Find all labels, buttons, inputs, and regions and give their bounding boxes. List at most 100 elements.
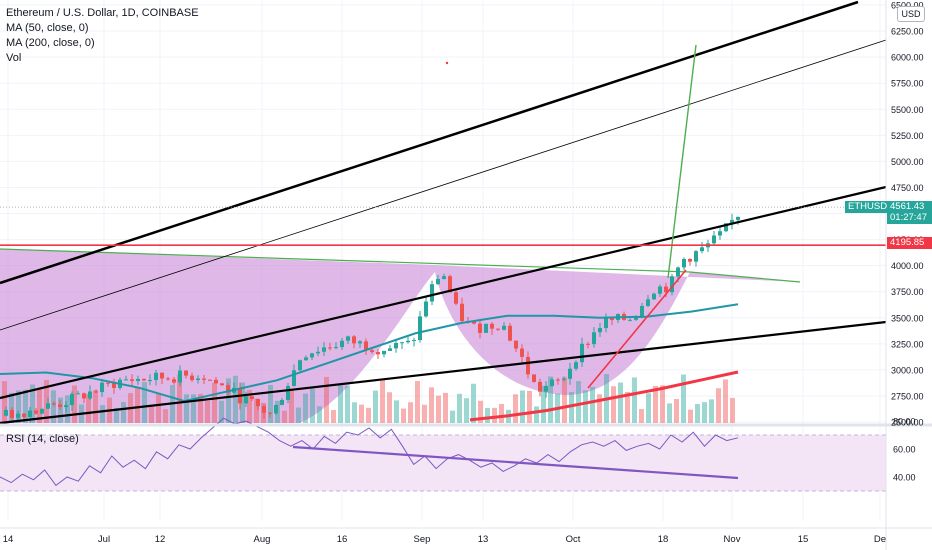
trend-line <box>0 320 887 425</box>
trend-line <box>0 185 887 400</box>
volume-bar <box>709 399 714 423</box>
volume-bar <box>331 410 336 423</box>
candle-body <box>682 258 686 268</box>
candle-body <box>400 342 404 344</box>
volume-bar <box>702 402 707 423</box>
time-tick-label: 13 <box>478 534 489 545</box>
time-tick-label: 12 <box>155 534 166 545</box>
volume-bar <box>569 392 574 423</box>
candle-body <box>574 362 578 369</box>
time-tick-label: 18 <box>658 534 669 545</box>
candle-body <box>196 378 200 381</box>
rsi-tick-label: 40.00 <box>893 473 916 483</box>
volume-bar <box>219 400 224 423</box>
time-tick-label: Nov <box>724 534 741 545</box>
candle-body <box>460 303 464 321</box>
volume-bar <box>121 401 126 423</box>
volume-bar <box>317 406 322 423</box>
candle-body <box>202 378 206 380</box>
volume-bar <box>289 388 294 423</box>
volume-bar <box>457 393 462 423</box>
candle-body <box>76 393 80 395</box>
moving-averages <box>0 303 739 422</box>
candle-body <box>580 343 584 363</box>
volume-bar <box>576 381 581 423</box>
candle-body <box>724 223 728 232</box>
candle-body <box>166 378 170 380</box>
candle-body <box>628 319 632 321</box>
volume-bar <box>590 386 595 423</box>
candle-body <box>172 379 176 383</box>
volume-bar <box>618 382 623 423</box>
candle-body <box>346 336 350 341</box>
candle-body <box>58 404 62 408</box>
candle-body <box>664 286 668 293</box>
time-tick-label: Sep <box>414 534 431 545</box>
candle-body <box>640 305 644 317</box>
currency-button[interactable]: USD <box>897 6 925 22</box>
volume-bar <box>359 404 364 423</box>
candle-body <box>40 408 44 414</box>
candle-body <box>352 336 356 344</box>
volume-bar <box>716 388 721 423</box>
volume-bar <box>646 393 651 423</box>
candle-body <box>568 368 572 379</box>
rsi-trend-line <box>292 445 739 480</box>
time-tick-label: Aug <box>254 534 271 545</box>
candle-body <box>718 231 722 236</box>
volume-bar <box>471 383 476 423</box>
volume-bar <box>93 390 98 423</box>
volume-bar <box>254 398 259 423</box>
volume-bar <box>492 407 497 423</box>
volume-bar <box>387 392 392 423</box>
candle-body <box>484 323 488 333</box>
legend-ma200: MA (200, close, 0) <box>6 37 95 49</box>
ma50-line <box>0 303 739 403</box>
candle-body <box>208 379 212 381</box>
candle-body <box>28 410 32 418</box>
volume-bar <box>345 385 350 423</box>
candle-body <box>586 343 590 345</box>
trend-line <box>667 44 697 279</box>
volume-bar <box>114 407 119 423</box>
candle-body <box>394 343 398 349</box>
price-tick-label: 6500.00 <box>891 1 924 11</box>
volume-bar <box>520 390 525 423</box>
candle-body <box>250 396 254 399</box>
time-tick-label: 14 <box>3 534 14 545</box>
candle-body <box>424 301 428 317</box>
candle-body <box>610 318 614 321</box>
candle-body <box>490 323 494 329</box>
volume-bar <box>401 408 406 423</box>
volume-bar <box>541 385 546 423</box>
candle-body <box>298 360 302 371</box>
volume-bar <box>324 376 329 423</box>
candle-body <box>412 340 416 342</box>
candle-body <box>634 316 638 320</box>
candle-body <box>304 357 308 361</box>
candle-body <box>280 399 284 405</box>
volume-bar <box>366 407 371 423</box>
legend-title: Ethereum / U.S. Dollar, 1D, COINBASE <box>6 7 199 19</box>
time-tick-label: 16 <box>337 534 348 545</box>
candle-body <box>190 375 194 381</box>
candle-body <box>700 247 704 252</box>
volume-bar <box>443 392 448 423</box>
volume-bar <box>72 385 77 423</box>
time-tick-label: De <box>874 534 886 545</box>
candle-body <box>448 276 452 293</box>
candle-body <box>442 276 446 279</box>
candle-body <box>454 292 458 304</box>
candle-body <box>82 393 86 399</box>
candle-body <box>334 347 338 349</box>
countdown-tag: 01:27:47 <box>887 212 932 224</box>
candle-body <box>322 347 326 352</box>
volume-bar <box>660 385 665 423</box>
candle-body <box>508 325 512 341</box>
price-tick-label: 6000.00 <box>891 53 924 63</box>
volume-bar <box>429 387 434 423</box>
volume-bar <box>198 393 203 423</box>
trend-line <box>0 39 887 331</box>
candle-body <box>562 378 566 380</box>
